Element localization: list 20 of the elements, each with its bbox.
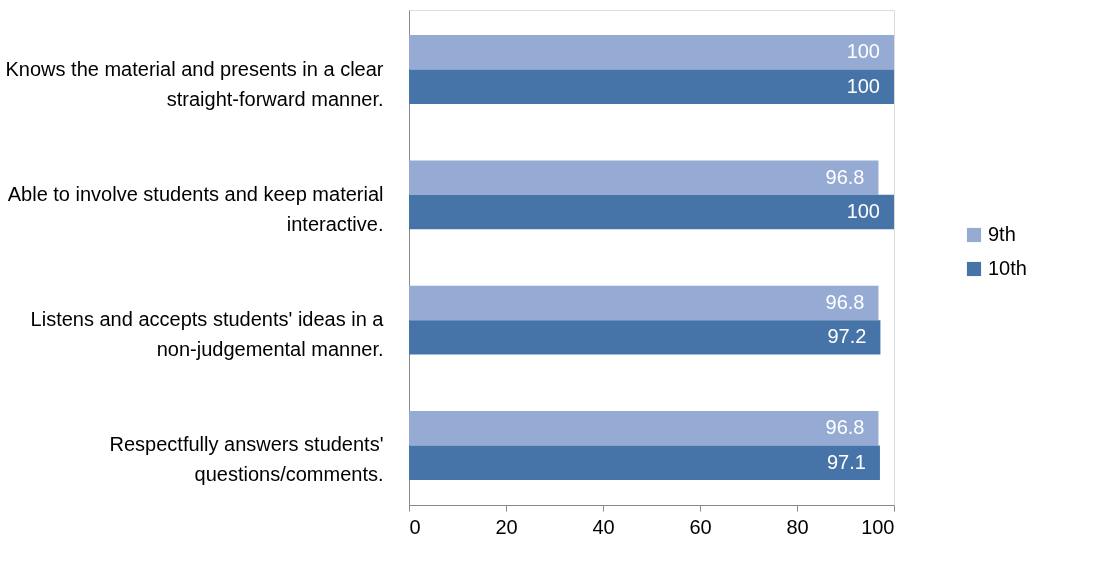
y-tick-label: Respectfully answers students' questions/comments. xyxy=(109,433,384,486)
legend-label: 10th xyxy=(988,257,1027,279)
y-tick-label: Listens and accepts students' ideas in a non-judgemental manner. xyxy=(30,308,385,361)
x-tick-label: 60 xyxy=(689,515,712,538)
data-label: 100 xyxy=(846,74,880,97)
data-label: 96.8 xyxy=(825,165,865,188)
legend-label: 9th xyxy=(988,223,1016,245)
x-tick-label: 20 xyxy=(495,515,518,538)
data-label: 100 xyxy=(846,40,880,63)
data-label: 96.8 xyxy=(825,290,865,313)
x-tick-label: 100 xyxy=(861,515,895,538)
data-label: 96.8 xyxy=(825,416,865,439)
y-tick-label: Knows the material and presents in a clear straight-forward manner. xyxy=(5,57,384,110)
data-label: 100 xyxy=(846,200,880,223)
y-tick-label: Able to involve students and keep material interactive. xyxy=(7,182,384,235)
x-tick-label: 40 xyxy=(592,515,615,538)
x-tick-label: 0 xyxy=(409,515,421,538)
data-label: 97.2 xyxy=(827,325,867,348)
x-tick-label: 80 xyxy=(786,515,809,538)
data-label: 97.1 xyxy=(827,450,866,473)
